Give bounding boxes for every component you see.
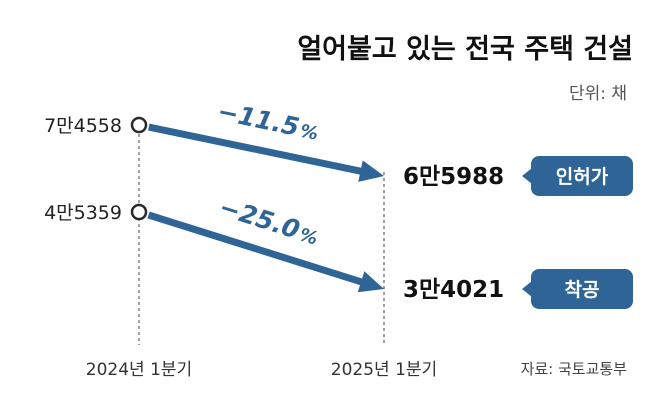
series-2-badge-label: 착공	[565, 279, 600, 301]
series-1-end-value: 6만5988	[403, 164, 504, 190]
series-2-badge-pointer	[522, 281, 532, 297]
series-2-start-value: 4만5359	[44, 202, 122, 224]
series-1-badge-pointer	[522, 168, 532, 184]
x-tick-2024: 2024년 1분기	[86, 360, 192, 380]
series-1-badge-label: 인허가	[556, 166, 609, 188]
series-1-badge	[531, 156, 633, 196]
series-1-change: −11.5%	[215, 97, 321, 146]
series-1-start-value: 7만4558	[44, 115, 122, 137]
series-2-start-point	[130, 203, 148, 221]
series-1-arrow-head	[358, 160, 384, 182]
series-2-arrow-head	[357, 271, 384, 293]
series-layer: 7만45586만5988−11.5%인허가4만53593만4021−25.0%착…	[44, 97, 633, 309]
source-label: 자료: 국토교통부	[521, 360, 628, 378]
series-2-change-unit: %	[297, 224, 321, 249]
series-2-badge	[531, 269, 633, 309]
chart-title: 얼어붙고 있는 전국 주택 건설	[297, 34, 633, 65]
unit-label: 단위: 채	[569, 84, 627, 104]
series-1-start-point	[130, 116, 148, 134]
series-1-change-unit: %	[298, 121, 320, 145]
series-2-arrow-line	[147, 211, 365, 286]
series-1-change-label: −11.5%	[215, 97, 321, 146]
series-1-change-value: −11.5	[215, 97, 302, 142]
x-tick-2025: 2025년 1분기	[331, 360, 437, 380]
series-1-arrow-line	[148, 123, 364, 175]
series-2-end-value: 3만4021	[403, 277, 504, 303]
